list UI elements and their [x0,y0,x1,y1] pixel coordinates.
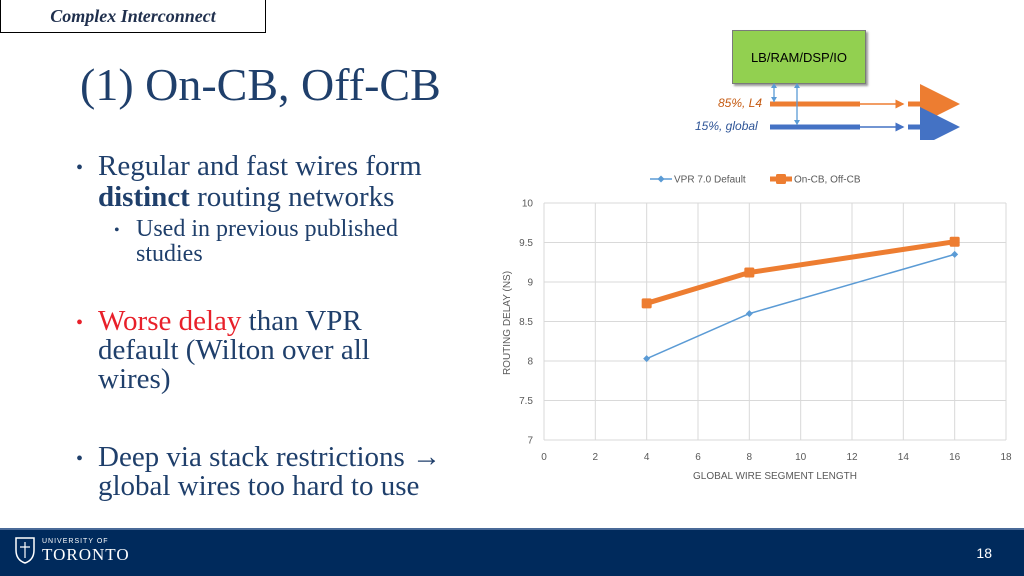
sub-bullet-dot: • [114,222,120,239]
arrowhead-down [794,120,800,125]
university-logo: UNIVERSITY OF TORONTO [14,536,130,564]
arrowhead-up [794,83,800,88]
bullet-2-line-2-text: default (Wilton over all [98,334,370,366]
legend-label: On-CB, Off-CB [794,175,861,186]
data-point [744,267,755,278]
data-point [643,355,651,363]
x-tick-label: 12 [846,452,858,463]
y-tick-label: 9.5 [519,238,533,249]
arrowhead-down [771,97,777,102]
data-point [949,236,960,247]
y-tick-label: 8 [527,357,533,368]
bullet-2-line-1-rest: than VPR [241,305,362,337]
x-axis-label: GLOBAL WIRE SEGMENT LENGTH [693,471,857,482]
legend-marker [657,175,665,183]
x-tick-label: 18 [1000,452,1012,463]
x-tick-label: 16 [949,452,961,463]
y-tick-label: 7.5 [519,396,533,407]
delay-line-chart: 7 7.5 8 8.5 9 9.5 10 0 2 4 6 8 10 12 14 16 18 VPR 7.0 De… [502,174,1012,482]
logo-university-of: UNIVERSITY OF [42,537,109,545]
data-point [951,250,959,258]
routing-diagram [770,83,960,140]
label-l4-wires: 85%, L4 [718,96,763,110]
sub-bullet-line-2: studies [136,241,203,267]
crest-icon [15,537,35,564]
bullet-3-line-2-text: global wires too hard to use [98,470,420,502]
bullet-dot: • [76,157,84,179]
footer-bar [0,528,1024,576]
bullet-2-line-3-text: wires) [98,363,171,395]
x-tick-label: 2 [593,452,599,463]
sub-bullet-line-1: Used in previous published [136,216,398,242]
slide-title: (1) On-CB, Off-CB [80,59,441,110]
bullet-dot: • [76,312,84,334]
bullet-2-red-text: Worse delay [98,305,242,337]
y-axis-label: ROUTING DELAY (NS) [502,271,513,375]
bullet-1-bold-word: distinct [98,181,190,213]
x-tick-label: 8 [747,452,753,463]
footer-divider [0,528,1024,530]
arrowhead-up [771,83,777,88]
section-tag: Complex Interconnect [0,0,266,33]
y-tick-label: 8.5 [519,317,533,328]
bullet-dot: • [76,448,84,470]
data-point [745,310,753,318]
data-point [641,298,652,309]
bullet-3-line-1: Deep via stack restrictions → [98,441,442,473]
y-tick-label: 10 [522,199,534,210]
x-tick-label: 10 [795,452,807,463]
x-tick-label: 6 [695,452,701,463]
block-lb-ram-dsp-io: LB/RAM/DSP/IO [732,30,866,84]
bullet-1-line-1: Regular and fast wires form [98,150,422,182]
x-tick-label: 4 [644,452,650,463]
x-tick-label: 14 [898,452,910,463]
label-global-wires: 15%, global [695,119,758,133]
logo-toronto: TORONTO [42,544,130,564]
page-number: 18 [976,545,992,561]
y-tick-label: 9 [527,278,533,289]
y-tick-label: 7 [527,436,533,447]
x-tick-label: 0 [541,452,547,463]
legend-marker [776,174,786,184]
bullet-1-line-2-rest: routing networks [189,181,395,213]
legend-label: VPR 7.0 Default [674,175,746,186]
